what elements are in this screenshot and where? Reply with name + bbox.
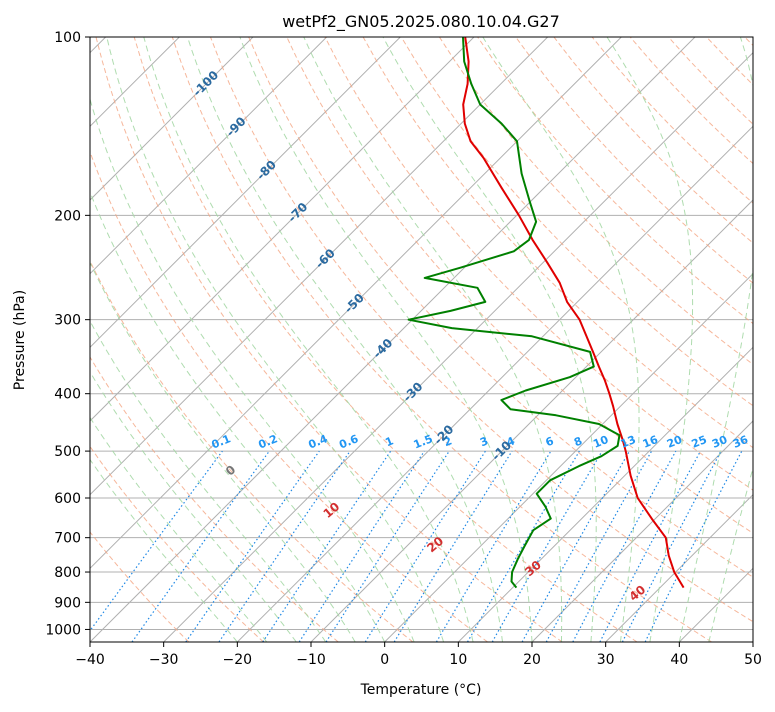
isotherm-label: -80 — [254, 158, 279, 183]
moist-adiabat-line — [0, 37, 237, 642]
y-tick-label: 300 — [54, 313, 81, 329]
x-tick-label: 30 — [597, 652, 615, 668]
mixing-ratio-label: 10 — [591, 433, 610, 451]
isotherm-line — [679, 37, 775, 642]
x-tick-label: 0 — [380, 652, 389, 668]
isotherm-line — [90, 37, 695, 642]
dewpoint-profile-line — [409, 37, 620, 588]
y-tick-label: 700 — [54, 531, 81, 547]
mixing-ratio-label: 8 — [572, 434, 584, 449]
moist-adiabat-line — [607, 37, 693, 642]
dry-adiabat-line — [516, 37, 775, 642]
dry-adiabat-label: 30 — [522, 558, 544, 579]
isotherm-label: -50 — [342, 291, 367, 316]
x-tick-label: −20 — [223, 652, 253, 668]
mixing-ratio-line — [573, 451, 676, 642]
isotherm-line — [385, 37, 775, 642]
plot-frame — [90, 37, 753, 642]
y-axis-label: Pressure (hPa) — [12, 290, 28, 390]
isotherm-line — [16, 37, 621, 642]
mixing-ratio-label: 6 — [544, 434, 556, 449]
mixing-ratio-label: 16 — [641, 433, 660, 451]
dry-adiabat-line — [58, 37, 488, 642]
dry-adiabat-line — [363, 37, 775, 642]
mixing-ratio-line — [546, 451, 651, 642]
dry-adiabat-line — [0, 37, 338, 642]
x-tick-label: −10 — [296, 652, 326, 668]
moist-adiabat-line — [709, 37, 775, 642]
mixing-ratio-line — [299, 451, 424, 642]
mixing-ratio-line — [600, 451, 701, 642]
dry-adiabat-line — [20, 37, 413, 642]
isotherm-label: -60 — [313, 246, 338, 271]
moist-adiabat-line — [22, 37, 355, 642]
mixing-ratio-label: 20 — [665, 433, 684, 451]
y-tick-label: 800 — [54, 565, 81, 581]
dry-adiabat-line — [592, 37, 775, 642]
x-tick-label: −30 — [149, 652, 179, 668]
y-tick-label: 600 — [54, 491, 81, 507]
x-tick-label: 40 — [670, 652, 688, 668]
dry-adiabat-line — [0, 37, 189, 642]
isotherm-line — [0, 37, 253, 642]
dry-adiabat-label: 20 — [424, 534, 446, 555]
dry-adiabat-label: 40 — [626, 582, 648, 603]
y-tick-label: 400 — [54, 387, 81, 403]
y-tick-label: 1000 — [45, 622, 81, 638]
dry-adiabat-line — [745, 37, 775, 642]
dry-adiabat-line — [668, 37, 775, 642]
x-tick-label: −40 — [75, 652, 105, 668]
x-tick-label: 50 — [744, 652, 762, 668]
chart-title: wetPf2_GN05.2025.080.10.04.G27 — [282, 12, 560, 32]
profile-lines — [409, 37, 684, 588]
isotherm-line — [0, 37, 400, 642]
y-tick-label: 500 — [54, 444, 81, 460]
mixing-ratio-line — [263, 451, 391, 642]
y-tick-label: 200 — [54, 208, 81, 224]
isotherm-line — [753, 37, 775, 642]
mixing-ratio-label: 25 — [690, 433, 709, 451]
mixing-ratio-label: 0.4 — [307, 432, 330, 451]
isotherm-line — [0, 37, 327, 642]
y-tick-label: 900 — [54, 595, 81, 611]
mixing-ratio-line — [219, 451, 350, 642]
mixing-ratio-label: 0.1 — [210, 432, 233, 451]
x-axis-label: Temperature (°C) — [360, 682, 482, 698]
x-tick-label: 10 — [449, 652, 467, 668]
mixing-ratio-line — [82, 451, 223, 642]
dry-adiabat-line — [707, 37, 775, 642]
mixing-ratio-label: 3 — [478, 434, 490, 449]
y-tick-label: 100 — [54, 30, 81, 46]
x-tick-label: 20 — [523, 652, 541, 668]
mixing-ratio-label: 36 — [731, 433, 750, 451]
mixing-ratio-label: 1 — [383, 434, 395, 449]
